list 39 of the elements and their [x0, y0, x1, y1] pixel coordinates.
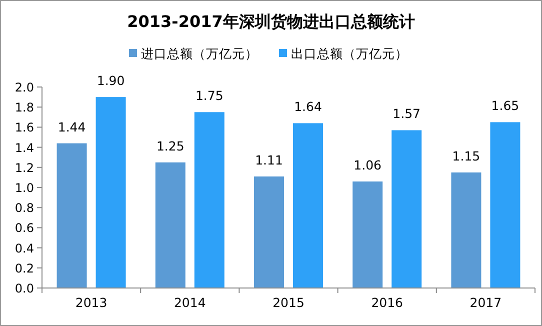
y-tick-label: 1.4 [14, 140, 34, 155]
bar [56, 143, 87, 288]
x-tick-label: 2015 [272, 295, 304, 310]
y-tick-label: 0.2 [14, 261, 34, 276]
data-label: 1.25 [156, 138, 184, 154]
bar [293, 123, 323, 288]
data-label: 1.57 [392, 106, 421, 122]
legend-label: 进口总额（万亿元） [141, 46, 258, 61]
data-label: 1.64 [294, 99, 322, 114]
y-tick-label: 0.6 [14, 221, 34, 236]
y-tick-label: 1.0 [14, 181, 34, 195]
data-label: 1.65 [491, 98, 520, 114]
legend-label: 出口总额（万亿元） [291, 46, 408, 61]
bar [254, 176, 284, 288]
bar [96, 97, 126, 288]
x-tick-label: 2016 [371, 295, 404, 310]
y-tick-label: 0.8 [14, 201, 34, 216]
x-tick-label: 2017 [470, 295, 502, 310]
y-tick-label: 1.6 [14, 120, 34, 135]
data-label: 1.75 [195, 88, 224, 104]
data-label: 1.15 [452, 148, 480, 164]
bar [194, 112, 224, 288]
data-label: 1.06 [354, 157, 382, 172]
y-tick-label: 1.8 [14, 100, 34, 115]
data-label: 1.11 [255, 152, 283, 168]
bar [451, 172, 482, 288]
bar [155, 162, 186, 288]
data-label: 1.44 [58, 119, 86, 134]
bar [352, 181, 383, 288]
bar [392, 130, 422, 288]
y-tick-label: 2.0 [14, 80, 34, 94]
y-tick-label: 0.4 [14, 241, 34, 256]
x-tick-label: 2014 [174, 295, 206, 310]
chart-title: 2013-2017年深圳货物进出口总额统计 [127, 12, 415, 31]
data-label: 1.90 [96, 73, 125, 88]
y-tick-label: 1.2 [14, 160, 34, 175]
x-tick-label: 2013 [75, 295, 108, 310]
y-tick-label: 0.0 [14, 282, 34, 296]
bar [490, 122, 520, 288]
